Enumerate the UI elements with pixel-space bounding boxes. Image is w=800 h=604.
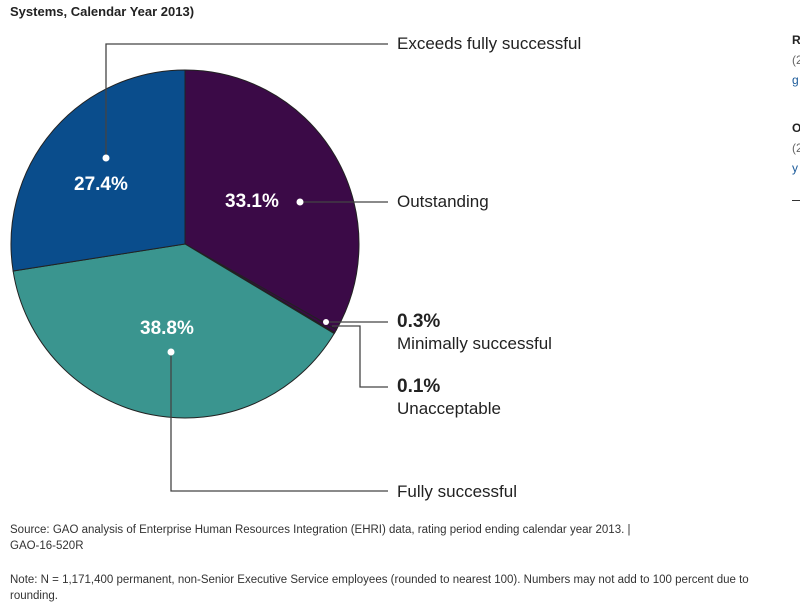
leader-fully: [170, 352, 388, 492]
sidebar-item-meta: (2: [792, 53, 800, 67]
label-minimally: Minimally successful: [397, 334, 552, 353]
value-unacceptable: 0.1%: [397, 376, 441, 397]
sidebar-item-link[interactable]: g: [792, 73, 799, 87]
sidebar-item-link[interactable]: y: [792, 161, 798, 175]
value-exceeds: 27.4%: [74, 174, 128, 195]
pie-slice-outstanding: [184, 69, 360, 331]
sidebar-item-title: R: [792, 33, 800, 47]
value-fully: 38.8%: [140, 318, 194, 339]
chart-subtitle: Systems, Calendar Year 2013): [10, 4, 195, 19]
leader-lines: [105, 43, 388, 492]
leader-exceeds: [105, 43, 388, 158]
leader-dots: [102, 154, 329, 356]
source-note: Source: GAO analysis of Enterprise Human…: [10, 524, 631, 552]
sidebar-divider: [792, 200, 800, 201]
leader-unacceptable: [332, 325, 388, 388]
sidebar-item[interactable]: O (2 y: [792, 118, 800, 178]
sidebar-item[interactable]: R (2 g: [792, 30, 800, 90]
sidebar-item-meta: (2: [792, 141, 800, 155]
label-outstanding: Outstanding: [397, 192, 489, 211]
footnote: Note: N = 1,171,400 permanent, non-Senio…: [10, 574, 749, 602]
pie-slice-fully-successful: [12, 243, 335, 419]
value-minimally: 0.3%: [397, 311, 441, 332]
sidebar-item-title: O: [792, 121, 800, 135]
label-exceeds: Exceeds fully successful: [397, 34, 582, 53]
value-outstanding: 33.1%: [225, 191, 279, 212]
label-unacceptable: Unacceptable: [397, 399, 501, 418]
label-fully: Fully successful: [397, 482, 517, 501]
pie-slice-exceeds-fully-successful: [10, 69, 186, 272]
